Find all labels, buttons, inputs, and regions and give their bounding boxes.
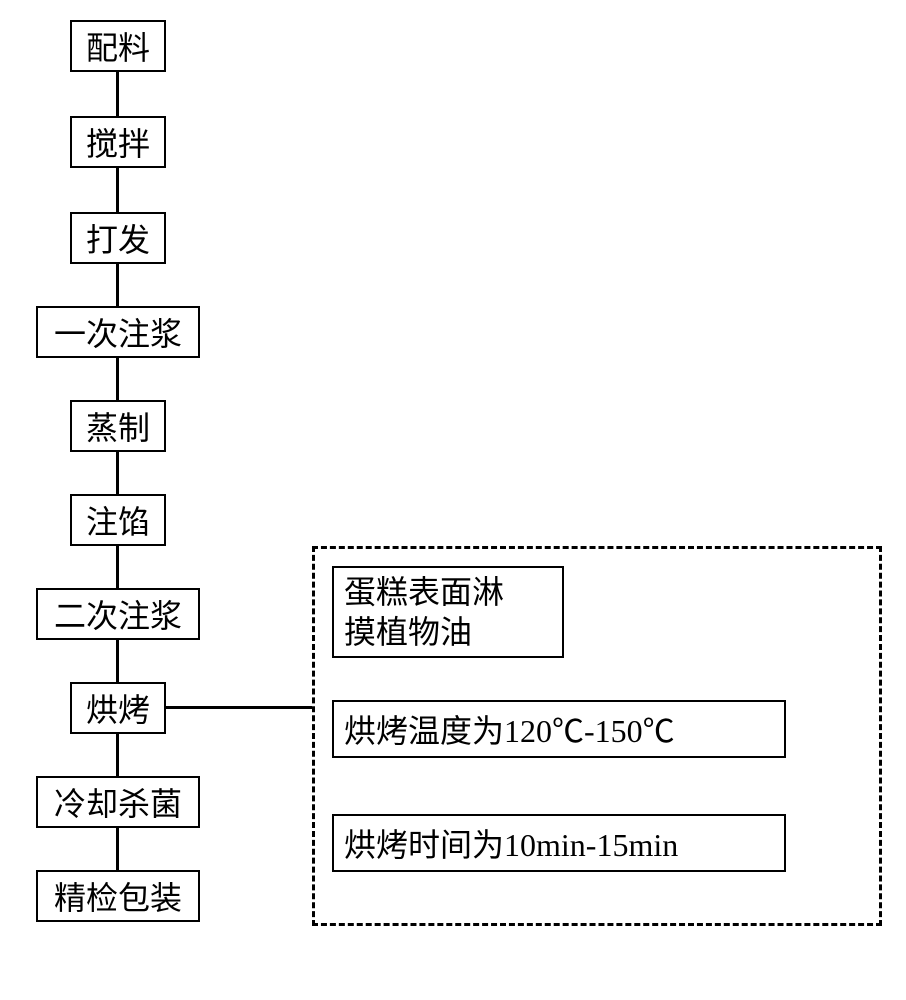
node-label: 配料 <box>86 23 150 69</box>
flow-node-mix: 搅拌 <box>70 116 166 168</box>
flow-node-filling: 注馅 <box>70 494 166 546</box>
connector <box>116 358 119 400</box>
node-label: 打发 <box>86 215 150 261</box>
connector <box>116 72 119 116</box>
detail-line: 摸植物油 <box>344 612 472 652</box>
detail-time: 烘烤时间为10min-15min <box>332 814 786 872</box>
connector <box>116 264 119 306</box>
flow-node-first-grout: 一次注浆 <box>36 306 200 358</box>
node-label: 烘烤 <box>86 685 150 731</box>
node-label: 蒸制 <box>86 403 150 449</box>
flow-node-inspect-pack: 精检包装 <box>36 870 200 922</box>
detail-line: 烘烤温度为120℃-150℃ <box>344 706 675 752</box>
flowchart-container: { "layout": { "node_font_size": 32, "nod… <box>0 0 906 1000</box>
node-label: 搅拌 <box>86 119 150 165</box>
connector-to-detail <box>166 706 312 709</box>
detail-line: 蛋糕表面淋 <box>344 572 504 612</box>
connector <box>116 168 119 212</box>
connector <box>116 828 119 870</box>
node-label: 一次注浆 <box>54 309 182 355</box>
flow-node-ingredients: 配料 <box>70 20 166 72</box>
detail-temp: 烘烤温度为120℃-150℃ <box>332 700 786 758</box>
detail-line: 烘烤时间为10min-15min <box>344 820 678 866</box>
node-label: 冷却杀菌 <box>54 779 182 825</box>
flow-node-whip: 打发 <box>70 212 166 264</box>
node-label: 精检包装 <box>54 873 182 919</box>
connector <box>116 452 119 494</box>
connector <box>116 734 119 776</box>
flow-node-steam: 蒸制 <box>70 400 166 452</box>
flow-node-cool-sterilize: 冷却杀菌 <box>36 776 200 828</box>
flow-node-second-grout: 二次注浆 <box>36 588 200 640</box>
flow-node-bake: 烘烤 <box>70 682 166 734</box>
connector <box>116 640 119 682</box>
node-label: 注馅 <box>86 497 150 543</box>
node-label: 二次注浆 <box>54 591 182 637</box>
connector <box>116 546 119 588</box>
detail-oil: 蛋糕表面淋 摸植物油 <box>332 566 564 658</box>
